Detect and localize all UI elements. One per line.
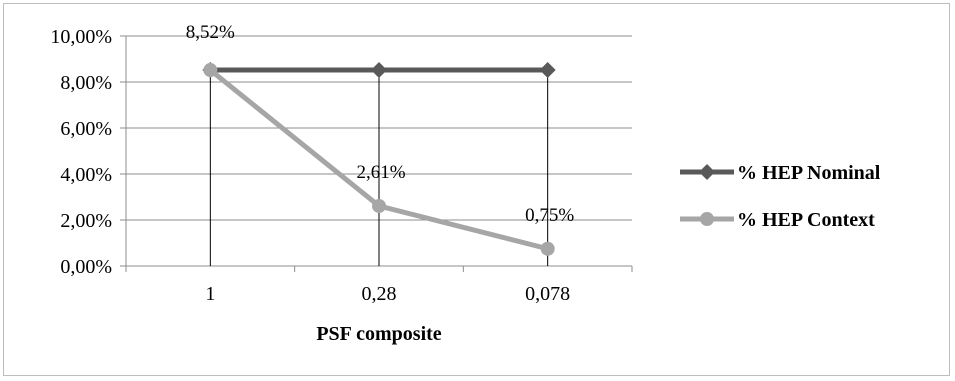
drop-lines [209, 70, 549, 266]
legend-label: % HEP Context [737, 209, 875, 231]
y-tick-labels: 0,00% 2,00% 4,00% 6,00% 8,00% 10,00% [50, 26, 112, 278]
legend: % HEP Nominal % HEP Context [680, 162, 881, 231]
x-tick-label: 0,28 [362, 283, 397, 305]
diamond-marker [539, 62, 556, 79]
x-tick-label: 0,078 [525, 283, 570, 305]
y-tick-label: 10,00% [50, 26, 112, 48]
x-tick-label: 1 [205, 283, 215, 305]
legend-diamond-marker [699, 164, 715, 180]
legend-label: % HEP Nominal [737, 162, 881, 184]
circle-marker [203, 63, 218, 78]
legend-circle-marker [700, 212, 714, 226]
data-labels: 8,52% 2,61% 0,75% [186, 22, 575, 226]
legend-item: % HEP Nominal [680, 162, 881, 184]
x-tick-labels: 1 0,28 0,078 [205, 283, 570, 305]
y-tick-label: 4,00% [60, 164, 112, 186]
circle-marker [372, 198, 386, 213]
series-lines [202, 62, 556, 256]
legend-item: % HEP Context [680, 209, 875, 231]
data-label: 0,75% [525, 205, 574, 226]
data-label: 8,52% [186, 22, 235, 43]
y-tick-label: 6,00% [60, 118, 112, 140]
y-tick-label: 0,00% [60, 256, 112, 278]
line-chart: 0,00% 2,00% 4,00% 6,00% 8,00% 10,00% 1 0,28 0,0… [50, 22, 881, 345]
y-tick-label: 2,00% [60, 210, 112, 232]
diamond-marker [371, 62, 387, 79]
circle-marker [540, 241, 555, 256]
data-label: 2,61% [356, 162, 405, 183]
chart-frame: 0,00% 2,00% 4,00% 6,00% 8,00% 10,00% 1 0,28 0,0… [3, 3, 950, 376]
x-axis-label: PSF composite [316, 323, 441, 345]
y-tick-label: 8,00% [60, 72, 112, 94]
